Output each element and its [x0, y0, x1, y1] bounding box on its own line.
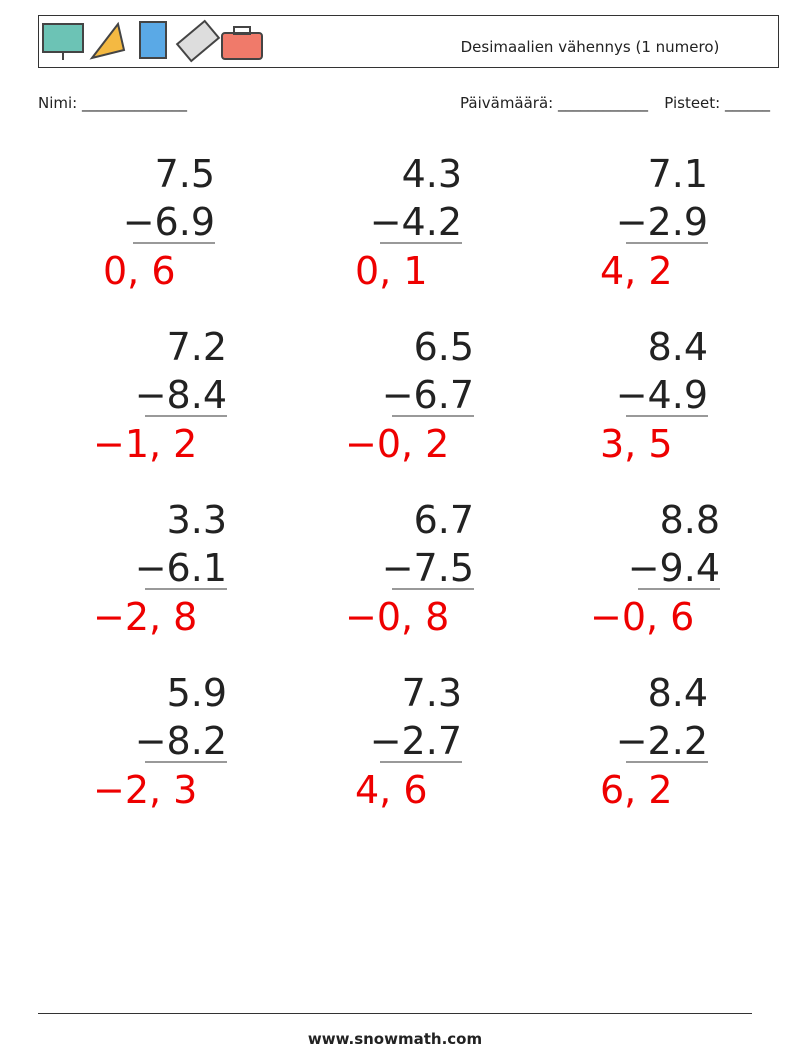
- bottom-number: −4.2: [370, 200, 462, 244]
- top-number: 7.5: [155, 152, 215, 196]
- bottom-number: −8.4: [135, 373, 227, 417]
- answer: −1, 2: [93, 422, 197, 466]
- bottom-number: −6.9: [123, 200, 215, 244]
- top-number: 7.3: [402, 671, 462, 715]
- top-number: 8.4: [648, 671, 708, 715]
- answer: −2, 3: [93, 768, 197, 812]
- top-number: 8.8: [660, 498, 720, 542]
- name-field: Nimi: ______________: [38, 94, 187, 113]
- answer: 6, 2: [600, 768, 673, 812]
- bottom-number: −6.1: [135, 546, 227, 590]
- bottom-number: −6.7: [382, 373, 474, 417]
- top-number: 7.2: [167, 325, 227, 369]
- top-number: 4.3: [402, 152, 462, 196]
- title: Desimaalien vähennys (1 numero): [461, 38, 720, 56]
- icons: [42, 19, 263, 63]
- bottom-number: −7.5: [382, 546, 474, 590]
- bottom-number: −2.7: [370, 719, 462, 763]
- answer: −0, 8: [345, 595, 449, 639]
- top-number: 8.4: [648, 325, 708, 369]
- date-field: Päivämäärä: ____________: [460, 94, 648, 113]
- top-number: 6.7: [414, 498, 474, 542]
- answer: 4, 2: [600, 249, 673, 293]
- score-field: Pisteet: ______: [664, 94, 770, 113]
- top-number: 6.5: [414, 325, 474, 369]
- bottom-number: −2.2: [616, 719, 708, 763]
- answer: 4, 6: [355, 768, 428, 812]
- top-number: 5.9: [167, 671, 227, 715]
- answer: 0, 1: [355, 249, 428, 293]
- header-box: [38, 15, 779, 68]
- bottom-number: −9.4: [628, 546, 720, 590]
- top-number: 3.3: [167, 498, 227, 542]
- bottom-number: −2.9: [616, 200, 708, 244]
- footer-url: www.snowmath.com: [308, 1030, 482, 1048]
- answer: 0, 6: [103, 249, 176, 293]
- bottom-number: −4.9: [616, 373, 708, 417]
- top-number: 7.1: [648, 152, 708, 196]
- answer: −0, 6: [590, 595, 694, 639]
- answer: −0, 2: [345, 422, 449, 466]
- answer: −2, 8: [93, 595, 197, 639]
- bottom-number: −8.2: [135, 719, 227, 763]
- answer: 3, 5: [600, 422, 673, 466]
